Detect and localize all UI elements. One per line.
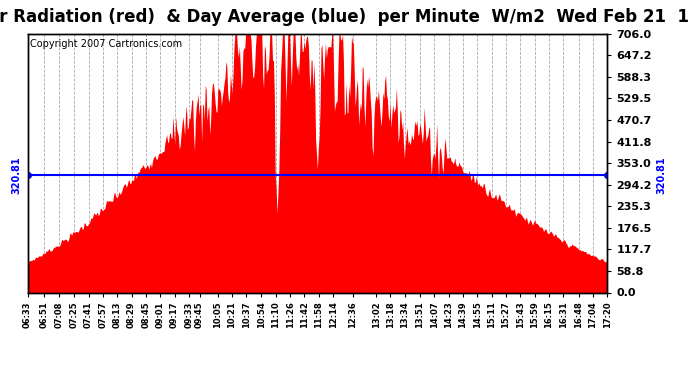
Text: Copyright 2007 Cartronics.com: Copyright 2007 Cartronics.com [30,39,183,49]
Text: Solar Radiation (red)  & Day Average (blue)  per Minute  W/m2  Wed Feb 21  17:32: Solar Radiation (red) & Day Average (blu… [0,8,690,26]
Text: 320.81: 320.81 [656,156,667,194]
Text: 320.81: 320.81 [12,156,22,194]
